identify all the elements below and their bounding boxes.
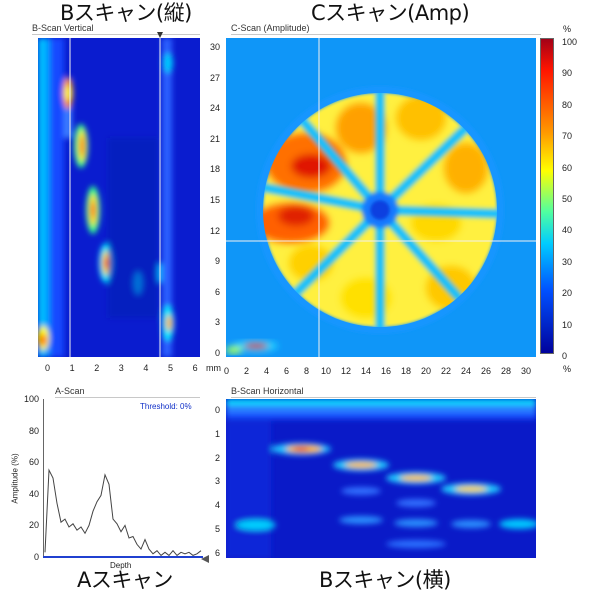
- cscan-x-tick: 2: [244, 366, 250, 376]
- ascan-plot[interactable]: [43, 399, 203, 560]
- colorbar-tick: 60: [562, 162, 573, 173]
- ascan-y-tick: 0: [33, 552, 39, 562]
- cscan-title: C-Scan (Amplitude): [231, 23, 310, 33]
- cscan-y-tick: 24: [209, 103, 220, 114]
- ascan-xlabel: Depth: [110, 561, 132, 570]
- cscan-x-tick: 20: [421, 366, 432, 376]
- cscan-x-tick: 0: [224, 366, 230, 376]
- cscan-y-tick: 12: [209, 225, 220, 236]
- bscan-vertical-x-tick: 5: [168, 363, 174, 373]
- cscan-y-tick: 6: [214, 286, 220, 297]
- bscan-vertical-x-tick: 0: [45, 363, 51, 373]
- caption-ascan: Aスキャン: [77, 568, 173, 592]
- cscan-image[interactable]: [226, 38, 536, 357]
- ascan-y-tick: 80: [28, 425, 39, 436]
- colorbar-unit-bottom: %: [563, 364, 572, 374]
- ascan-axes: [43, 399, 203, 558]
- ascan-y-tick: 60: [28, 457, 39, 468]
- cscan-y-tick: 21: [209, 133, 220, 144]
- cscan-x-tick: 30: [521, 366, 532, 376]
- ascan-y-tick: 100: [23, 394, 39, 404]
- cscan-y-tick: 30: [209, 42, 220, 52]
- bscan-horizontal-y-tick: 5: [214, 524, 220, 534]
- ascan-y-tick: 20: [28, 520, 39, 531]
- cscan-y-tick: 27: [209, 72, 220, 83]
- bscan-vertical-x-tick: 6: [192, 363, 198, 373]
- cscan-x-tick: 4: [264, 366, 270, 376]
- bscan-horizontal-y-tick: 3: [214, 476, 220, 487]
- ascan-ylabel: Amplitude (%): [10, 453, 20, 504]
- ascan-y-tick: 40: [28, 488, 39, 499]
- cscan-x-tick: 26: [481, 366, 492, 376]
- ascan-gate-marker[interactable]: [201, 555, 209, 563]
- bscan-vertical-image[interactable]: [38, 38, 200, 357]
- colorbar-tick: 80: [562, 99, 573, 110]
- cscan-unit: mm: [206, 363, 221, 373]
- bscan-vertical-x-tick: 3: [118, 363, 124, 373]
- cscan-x-tick: 16: [381, 366, 392, 376]
- cscan-x-tick: 8: [304, 366, 310, 376]
- bscan-vertical-x-tick: 1: [69, 363, 75, 373]
- colorbar-tick: 100: [562, 37, 578, 47]
- colorbar-tick: 50: [562, 194, 573, 204]
- caption-cscan: Cスキャン(Amp): [311, 1, 470, 25]
- bscan-horizontal-title: B-Scan Horizontal: [231, 386, 304, 396]
- colorbar-tick: 40: [562, 225, 573, 236]
- ascan-trace: [44, 468, 202, 557]
- bscan-vertical-title: B-Scan Vertical: [32, 23, 94, 33]
- cscan-y-tick: 9: [214, 256, 220, 267]
- cscan-x-tick: 22: [441, 366, 452, 376]
- bscan-horizontal-y-tick: 4: [214, 500, 220, 511]
- cscan-y-tick: 3: [214, 317, 220, 328]
- colorbar-tick: 90: [562, 68, 573, 79]
- cscan-x-tick: 24: [461, 366, 472, 376]
- bscan-horizontal-y-tick: 1: [214, 428, 220, 439]
- bscan-horizontal-y-tick: 2: [214, 452, 220, 463]
- cscan-x-tick: 14: [361, 366, 372, 376]
- bscan-horizontal-y-tick: 6: [214, 547, 220, 558]
- cscan-y-tick: 18: [209, 164, 220, 175]
- colorbar-tick: 10: [562, 319, 573, 330]
- cscan-x-tick: 28: [501, 366, 512, 376]
- caption-bscan-horizontal: Bスキャン(横): [319, 568, 451, 592]
- bscan-vertical-cursor-marker-2[interactable]: [157, 32, 163, 38]
- colorbar: [540, 38, 554, 354]
- bscan-horizontal-image[interactable]: [226, 399, 536, 558]
- colorbar-tick: 0: [562, 351, 568, 361]
- ascan-title: A-Scan: [55, 386, 85, 396]
- cscan-x-tick: 10: [321, 366, 332, 376]
- colorbar-tick: 70: [562, 131, 573, 142]
- cscan-x-tick: 6: [284, 366, 290, 376]
- bscan-horizontal-y-tick: 0: [214, 405, 220, 415]
- colorbar-tick: 30: [562, 256, 573, 267]
- cscan-x-tick: 18: [401, 366, 412, 376]
- cscan-y-tick: 0: [214, 348, 220, 358]
- colorbar-unit-top: %: [563, 24, 572, 34]
- cscan-x-tick: 12: [341, 366, 352, 376]
- caption-bscan-vertical: Bスキャン(縦): [60, 1, 192, 25]
- bscan-vertical-x-tick: 4: [143, 363, 149, 373]
- colorbar-tick: 20: [562, 288, 573, 299]
- bscan-vertical-x-tick: 2: [94, 363, 100, 373]
- ascan-threshold-label: Threshold: 0%: [140, 402, 192, 411]
- cscan-y-tick: 15: [209, 195, 220, 205]
